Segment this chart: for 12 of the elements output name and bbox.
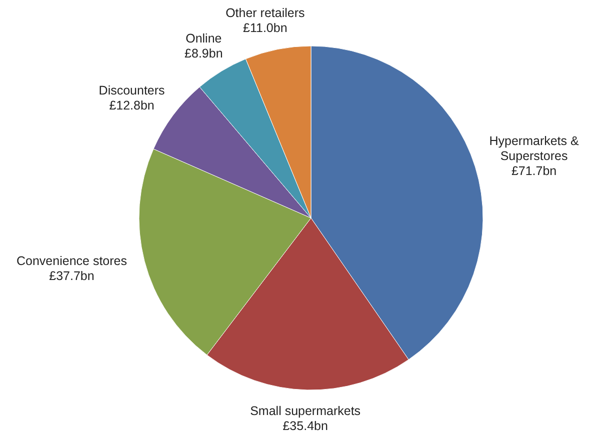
data-label: £8.9bn (184, 46, 223, 61)
slice-label: Other retailers (226, 6, 305, 20)
slice-label: Convenience stores (16, 254, 127, 268)
slice-label: Hypermarkets & Superstores (489, 134, 580, 163)
data-label: £37.7bn (49, 268, 94, 283)
slice-label: Small supermarkets (250, 404, 361, 418)
data-label: £35.4bn (282, 419, 328, 434)
slice-label: Online (186, 32, 222, 46)
data-label: £71.7bn (511, 164, 557, 178)
data-label: £12.8bn (109, 98, 154, 112)
slice-label: Discounters (98, 83, 165, 98)
data-label: £11.0bn (243, 21, 288, 36)
